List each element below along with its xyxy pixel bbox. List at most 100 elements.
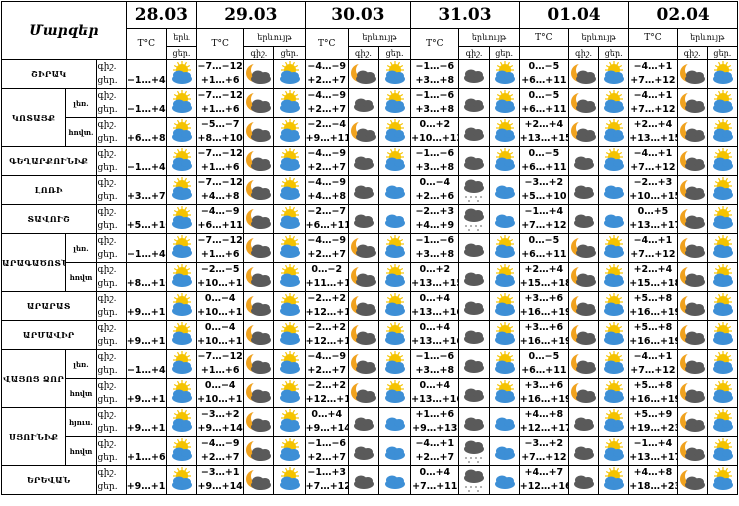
weather-cell	[273, 262, 306, 292]
night-label: գիշ.	[97, 439, 117, 449]
temperature-cell: −7…−12 +1…+6	[196, 88, 245, 118]
night-temp: −1…+4	[633, 438, 673, 449]
weather-cell	[243, 465, 275, 495]
day-temp: +16…+19	[519, 394, 569, 405]
day-temp: +2…+7	[307, 162, 347, 173]
weather-cell	[347, 436, 380, 466]
day-label: ցեր.	[97, 105, 118, 115]
temperature-cell: 0…+2 +10…+13	[410, 117, 460, 147]
blue-clouds-icon	[384, 446, 405, 460]
weather-cell	[377, 407, 412, 437]
temperature-cell: 0…+4 +13…+16	[410, 291, 460, 321]
subregion-label: հովտ	[65, 436, 97, 466]
day-temp: +11…+13	[305, 278, 347, 289]
sun-cloud-icon	[604, 293, 625, 316]
night-temp: −4…+1	[633, 235, 673, 246]
sun-cloud-icon	[171, 148, 192, 171]
weather-cell	[598, 88, 630, 118]
night-temp: −4…−9	[307, 148, 347, 159]
sun-cloud-icon	[384, 61, 405, 84]
moon-cloud-icon	[350, 352, 376, 374]
weather-cell	[567, 320, 600, 350]
dark-clouds-icon	[353, 214, 374, 228]
weather-cell	[377, 349, 412, 379]
day-temp: +13…+17	[629, 452, 678, 463]
region-name: ՇԻՐԱԿ	[1, 59, 97, 89]
moon-cloud-icon	[570, 323, 596, 345]
sun-cloud-icon	[171, 264, 192, 287]
weather-cell	[377, 436, 412, 466]
night-temp: −1…−6	[415, 235, 455, 246]
sun-cloud-icon	[171, 322, 192, 345]
sun-cloud-icon	[494, 264, 515, 287]
phenomenon-header: երևույթ	[243, 28, 306, 47]
weather-cell	[706, 436, 739, 466]
weather-cell	[676, 378, 708, 408]
day-temp: +15…+18	[519, 278, 569, 289]
snow-cloud-icon	[464, 440, 485, 463]
day-temp: +2…+7	[200, 452, 240, 463]
night-header: գիշ.	[567, 46, 600, 60]
date-header: 31.03	[410, 1, 520, 29]
sun-cloud-icon	[712, 90, 733, 113]
weather-cell	[567, 465, 600, 495]
day-temp: +10…+15	[629, 191, 678, 202]
weather-cell	[567, 175, 600, 205]
night-header: գիշ.	[676, 46, 708, 60]
moon-cloud-icon	[679, 381, 705, 403]
dark-clouds-icon	[353, 98, 374, 112]
weather-cell	[598, 320, 630, 350]
date-header: 02.04	[628, 1, 738, 29]
weather-cell	[347, 88, 380, 118]
sun-cloud-icon	[604, 90, 625, 113]
sun-cloud-icon	[604, 148, 625, 171]
moon-cloud-icon	[679, 149, 705, 171]
moon-cloud-icon	[350, 294, 376, 316]
weather-cell	[243, 291, 275, 321]
temperature-cell: +9…+13	[125, 465, 167, 495]
temperature-cell: −1…+4	[125, 146, 167, 176]
weather-cell	[347, 291, 380, 321]
night-day-label: գիշ. ցեր.	[95, 233, 127, 263]
weather-cell	[347, 465, 380, 495]
temperature-cell: −1…−6 +3…+8	[410, 88, 460, 118]
subregion-label: լեռ.	[65, 349, 97, 379]
weather-cell	[165, 146, 198, 176]
sun-cloud-icon	[604, 351, 625, 374]
weather-cell	[243, 88, 275, 118]
moon-cloud-icon	[570, 352, 596, 374]
temperature-cell: −4…−9 +4…+8	[304, 175, 349, 205]
sun-cloud-icon	[171, 438, 192, 461]
night-temp: +2…+4	[633, 264, 673, 275]
day-temp: +7…+12	[305, 481, 349, 492]
moon-cloud-icon	[570, 91, 596, 113]
dark-clouds-icon	[464, 330, 485, 344]
night-temp: −4…+1	[633, 61, 673, 72]
weather-cell	[488, 291, 520, 321]
night-temp: −7…−12	[197, 351, 243, 362]
day-temp: +9…+13	[412, 423, 458, 434]
temperature-cell: 0…−5 +6…+11	[518, 146, 569, 176]
sun-cloud-icon	[494, 148, 515, 171]
day-temp: +6…+11	[521, 249, 567, 260]
day-label: ցեր.	[97, 134, 118, 144]
night-temp: +4…+7	[524, 467, 564, 478]
night-day-label: գիշ. ցեր.	[95, 320, 127, 350]
temperature-cell: 0…−5 +6…+11	[518, 233, 569, 263]
night-temp: −1…+4	[524, 206, 564, 217]
region-name: ԱՐԱՐԱՏ	[1, 291, 97, 321]
moon-cloud-icon	[679, 91, 705, 113]
weather-cell	[377, 146, 412, 176]
night-label: գիշ.	[97, 323, 117, 333]
sun-cloud-icon	[279, 467, 300, 490]
regions-header: Մարզեր	[1, 1, 127, 60]
weather-cell	[347, 320, 380, 350]
moon-cloud-icon	[570, 120, 596, 142]
moon-cloud-icon	[246, 236, 272, 258]
sun-cloud-icon	[279, 148, 300, 171]
table-row: ԱՐԱԳԱԾՈՏՆ լեռ. գիշ. ցեր. −1…+4 −7…−12 +1…+6 −4……	[0, 233, 739, 292]
night-temp: 0…+2	[419, 119, 451, 130]
day-temp: +12…+15	[305, 307, 347, 318]
sun-cloud-icon	[712, 235, 733, 258]
weather-cell	[706, 465, 739, 495]
